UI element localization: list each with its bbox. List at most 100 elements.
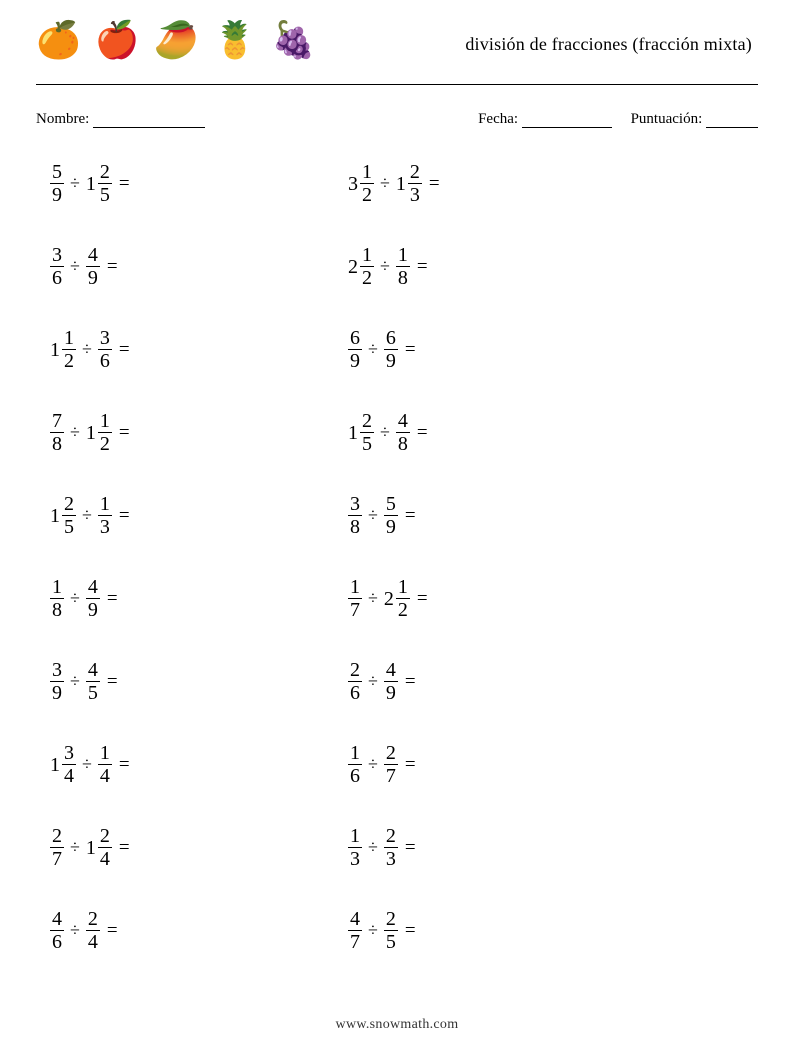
equals-sign: = [119, 754, 130, 776]
fraction: 49 [384, 660, 398, 703]
numerator: 3 [348, 494, 362, 514]
fraction-part: 14 [98, 743, 112, 786]
numerator: 6 [348, 328, 362, 348]
numerator: 2 [360, 411, 374, 431]
mixed-number: 112 [50, 328, 76, 371]
equals-sign: = [405, 837, 416, 859]
numerator: 4 [396, 411, 410, 431]
problem: 38÷59= [348, 494, 416, 537]
fraction: 25 [384, 909, 398, 952]
whole-part: 1 [348, 423, 358, 443]
fraction-part: 27 [384, 743, 398, 786]
fraction: 46 [50, 909, 64, 952]
denominator: 9 [384, 683, 398, 703]
fraction-part: 12 [396, 577, 410, 620]
fraction: 45 [86, 660, 100, 703]
divide-op: ÷ [70, 256, 80, 277]
fraction-part: 59 [50, 162, 64, 205]
fraction-part: 38 [348, 494, 362, 537]
fraction-part: 25 [62, 494, 76, 537]
problem: 13÷23= [348, 826, 416, 869]
problem-row: 112÷36=69÷69= [36, 328, 758, 371]
fraction: 49 [86, 245, 100, 288]
numerator: 1 [98, 494, 112, 514]
fraction-part: 18 [50, 577, 64, 620]
problem: 36÷49= [36, 245, 348, 288]
fraction-part: 49 [86, 245, 100, 288]
equals-sign: = [119, 422, 130, 444]
divide-op: ÷ [380, 256, 390, 277]
denominator: 3 [348, 849, 362, 869]
fraction-part: 49 [384, 660, 398, 703]
numerator: 1 [360, 162, 374, 182]
name-blank[interactable] [93, 113, 205, 128]
problem: 112÷36= [36, 328, 348, 371]
problem: 27÷124= [36, 826, 348, 869]
equals-sign: = [405, 671, 416, 693]
numerator: 1 [50, 577, 64, 597]
numerator: 3 [50, 245, 64, 265]
denominator: 8 [348, 517, 362, 537]
whole-part: 1 [50, 506, 60, 526]
score-blank[interactable] [706, 113, 758, 128]
equals-sign: = [405, 920, 416, 942]
numerator: 3 [62, 743, 76, 763]
mixed-number: 124 [86, 826, 112, 869]
problem-row: 125÷13=38÷59= [36, 494, 758, 537]
numerator: 7 [50, 411, 64, 431]
fraction: 59 [384, 494, 398, 537]
fraction-part: 24 [86, 909, 100, 952]
score-label: Puntuación: [631, 111, 706, 127]
equals-sign: = [405, 505, 416, 527]
name-label: Nombre: [36, 111, 93, 127]
fraction: 78 [50, 411, 64, 454]
problem: 125÷13= [36, 494, 348, 537]
equals-sign: = [119, 173, 130, 195]
numerator: 2 [408, 162, 422, 182]
fraction: 39 [50, 660, 64, 703]
denominator: 9 [86, 268, 100, 288]
numerator: 3 [98, 328, 112, 348]
header-bar: 🍊🍎🥭🍍🍇 división de fracciones (fracción m… [36, 22, 758, 76]
fraction: 36 [50, 245, 64, 288]
denominator: 4 [86, 932, 100, 952]
numerator: 1 [348, 743, 362, 763]
problem: 59÷125= [36, 162, 348, 205]
date-blank[interactable] [522, 113, 612, 128]
fraction: 69 [348, 328, 362, 371]
numerator: 2 [348, 660, 362, 680]
fraction: 27 [50, 826, 64, 869]
equals-sign: = [119, 505, 130, 527]
fraction: 18 [396, 245, 410, 288]
whole-part: 1 [50, 340, 60, 360]
problem: 212÷18= [348, 245, 428, 288]
numerator: 5 [50, 162, 64, 182]
footer-url: www.snowmath.com [0, 1017, 794, 1033]
whole-part: 1 [396, 174, 406, 194]
denominator: 2 [360, 185, 374, 205]
divide-op: ÷ [70, 671, 80, 692]
divide-op: ÷ [368, 505, 378, 526]
problem: 39÷45= [36, 660, 348, 703]
fraction: 23 [384, 826, 398, 869]
numerator: 4 [86, 577, 100, 597]
mixed-number: 123 [396, 162, 422, 205]
fraction-part: 49 [86, 577, 100, 620]
problem: 69÷69= [348, 328, 416, 371]
denominator: 9 [50, 683, 64, 703]
problem: 16÷27= [348, 743, 416, 786]
whole-part: 1 [86, 423, 96, 443]
equals-sign: = [405, 339, 416, 361]
denominator: 2 [360, 268, 374, 288]
divide-op: ÷ [380, 422, 390, 443]
divide-op: ÷ [70, 173, 80, 194]
fraction: 27 [384, 743, 398, 786]
problem: 18÷49= [36, 577, 348, 620]
numerator: 2 [86, 909, 100, 929]
fraction-part: 24 [98, 826, 112, 869]
fraction-part: 12 [62, 328, 76, 371]
mixed-number: 31 2 [348, 162, 374, 205]
whole-part: 3 [348, 174, 358, 194]
fruit-icon-row: 🍊🍎🥭🍍🍇 [36, 22, 316, 58]
fraction-part: 59 [384, 494, 398, 537]
